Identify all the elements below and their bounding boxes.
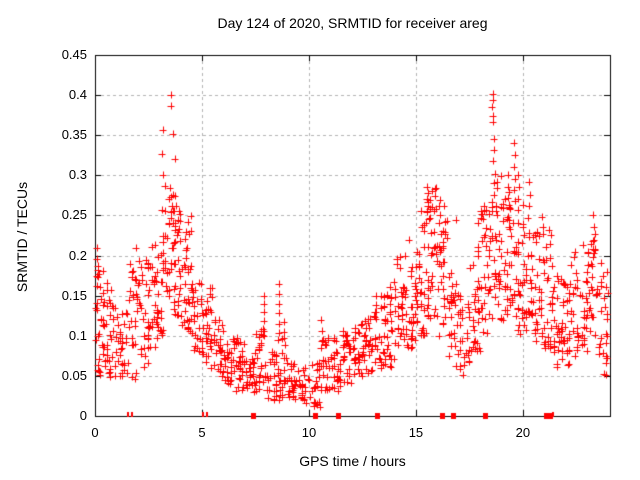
y-tick-label: 0 (79, 408, 87, 423)
y-tick-label: 0.2 (68, 247, 87, 263)
x-axis-label: GPS time / hours (299, 453, 406, 469)
y-axis-label: SRMTID / TECUs (14, 181, 30, 293)
x-tick-label: 0 (91, 425, 99, 440)
y-tick-label: 0.4 (68, 87, 87, 103)
y-tick-label: 0.05 (61, 367, 87, 383)
y-tick-label: 0.45 (61, 47, 87, 62)
y-tick-label: 0.25 (61, 207, 87, 223)
x-tick-label: 15 (408, 425, 424, 440)
y-tick-label: 0.15 (61, 287, 87, 303)
y-tick-label: 0.35 (61, 127, 87, 143)
x-tick-label: 5 (198, 425, 206, 440)
y-tick-label: 0.3 (68, 167, 87, 183)
x-tick-label: 10 (301, 425, 317, 440)
y-tick-label: 0.1 (68, 327, 87, 343)
chart-title: Day 124 of 2020, SRMTID for receiver are… (217, 15, 488, 31)
x-tick-label: 20 (515, 425, 531, 440)
